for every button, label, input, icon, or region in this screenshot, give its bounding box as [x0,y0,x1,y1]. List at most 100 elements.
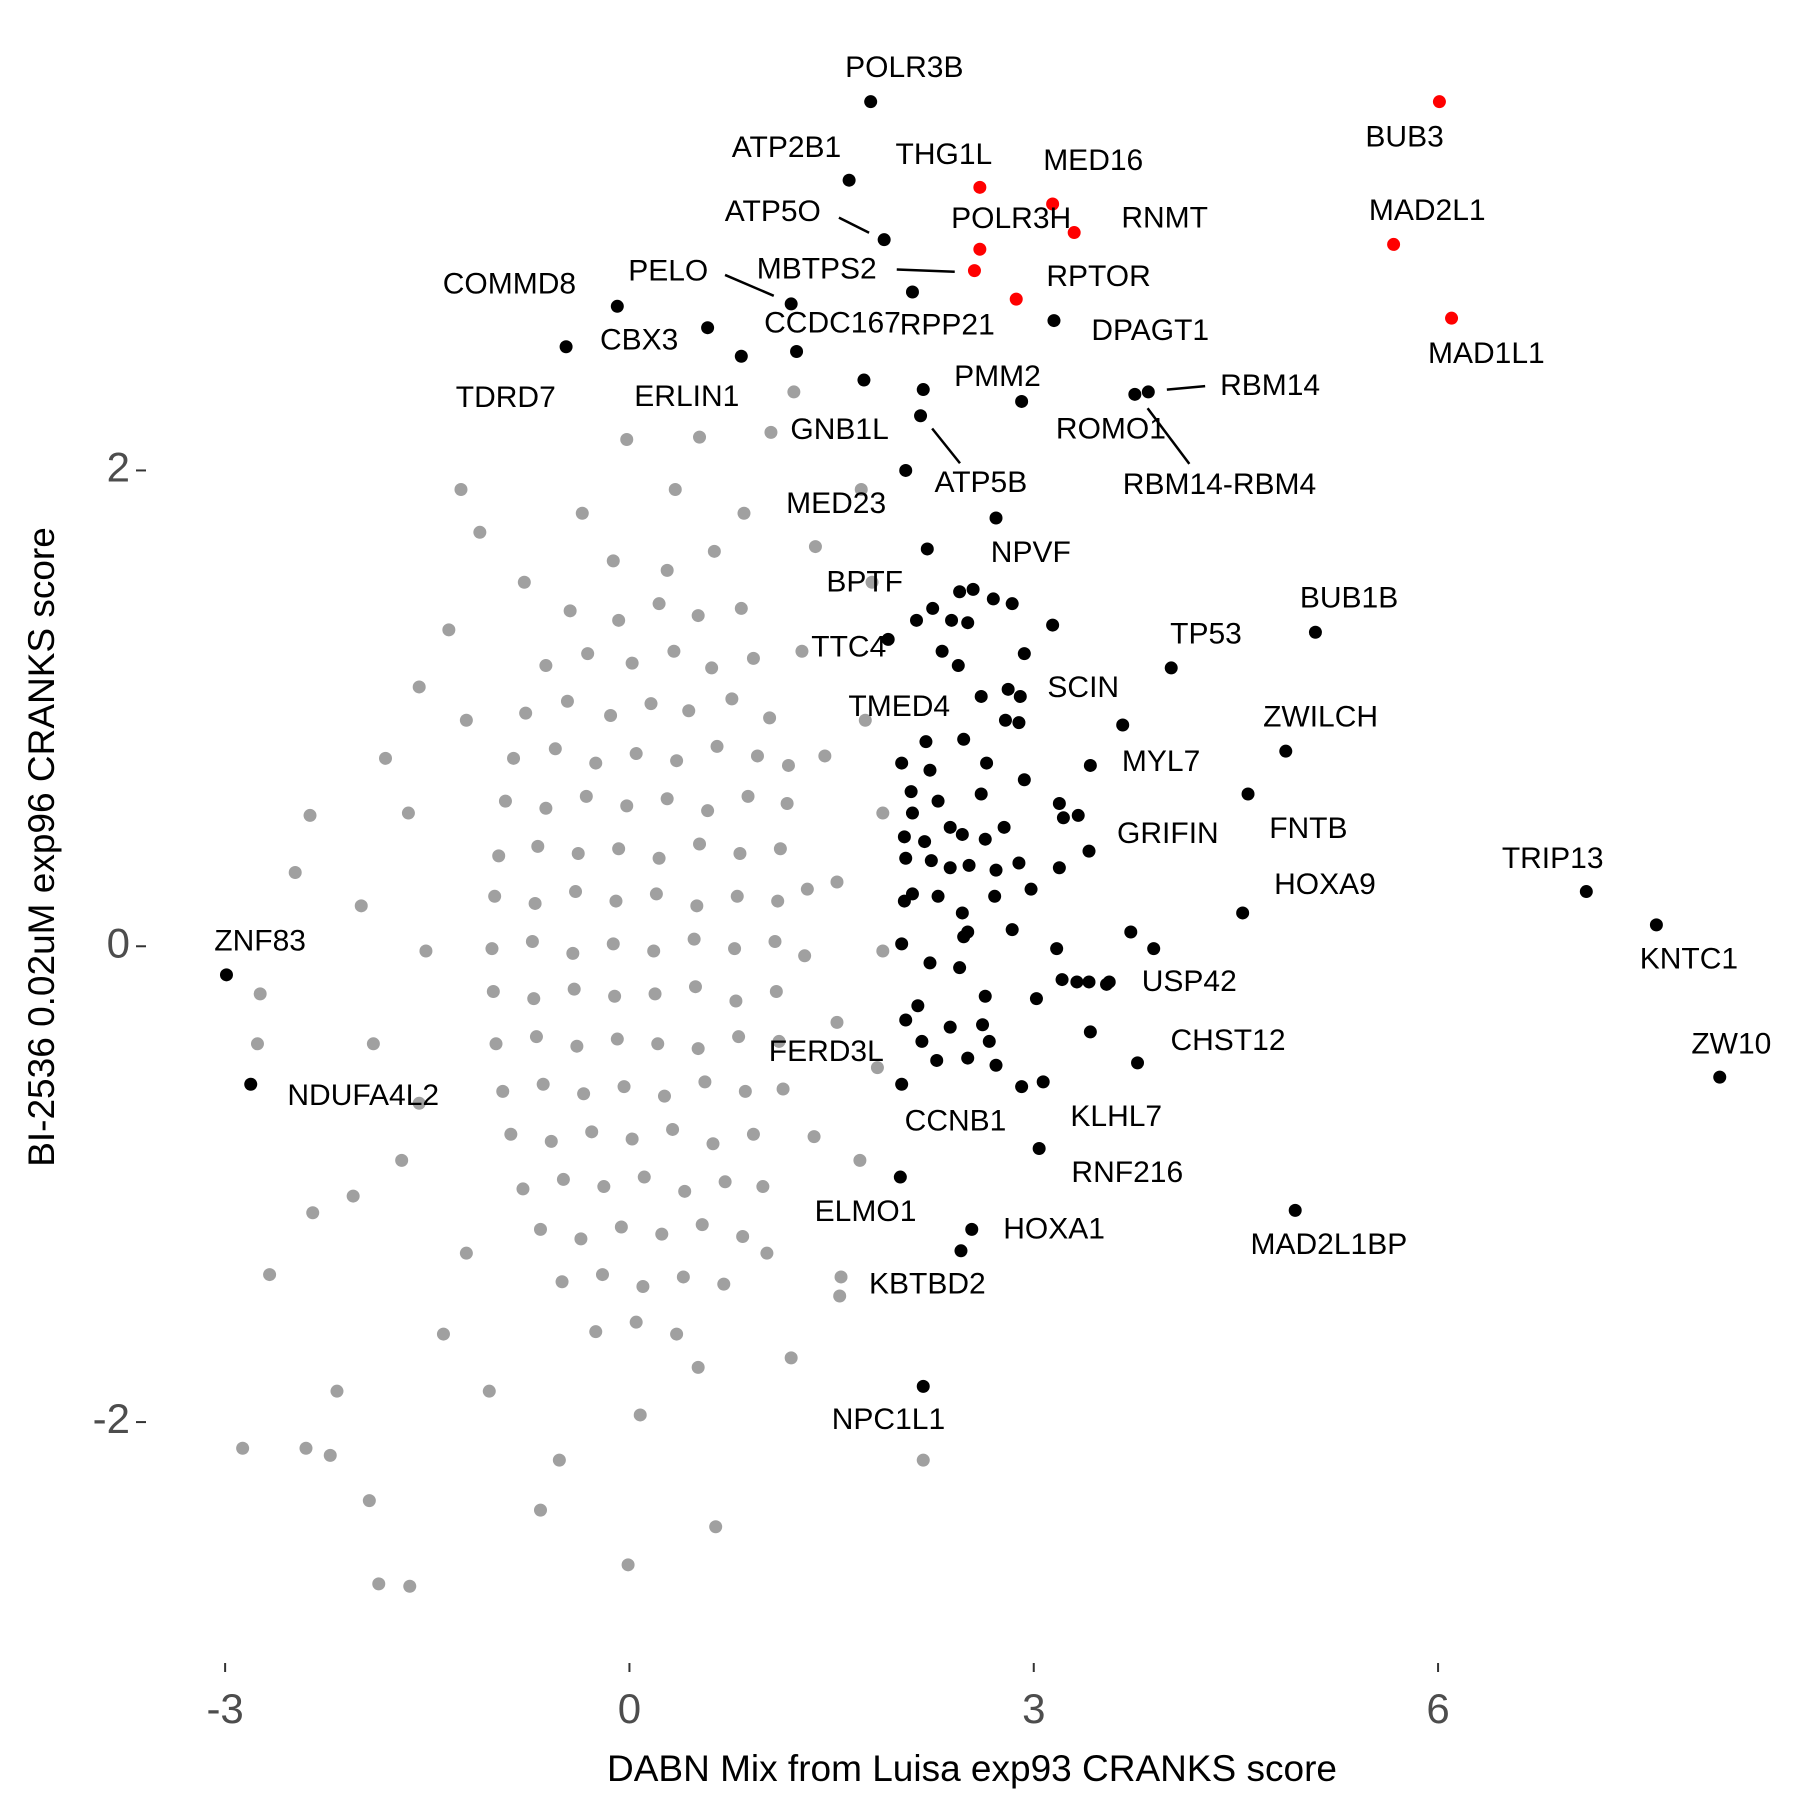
point [1013,689,1027,703]
point [698,1075,712,1089]
point-label: ATP5O [725,195,821,228]
point [533,1503,547,1517]
point [1387,237,1401,251]
point [910,613,924,627]
point [746,651,760,665]
point [608,989,622,1003]
point-label: POLR3H [951,202,1071,235]
point [728,942,742,956]
point [899,1013,913,1027]
point [899,463,913,477]
point-label: NPC1L1 [832,1403,945,1436]
point [772,1034,786,1048]
point [1046,197,1060,211]
point [597,1180,611,1194]
point [736,1230,750,1244]
point-label: ELMO1 [815,1195,917,1228]
point-label: BPTF [826,566,903,599]
point [614,1220,628,1234]
point [945,613,959,627]
point [482,1384,496,1398]
point [693,430,707,444]
x-tick-label: 6 [1426,1685,1449,1732]
point-label: HOXA1 [1003,1212,1105,1245]
point [346,1189,360,1203]
point [577,1087,591,1101]
point [769,984,783,998]
point [787,385,801,399]
point [962,858,976,872]
point [528,896,542,910]
point [676,1270,690,1284]
point [916,383,930,397]
point-label: RPTOR [1046,260,1150,293]
point [633,1408,647,1422]
point [691,1042,705,1056]
point [219,968,233,982]
point [330,1384,344,1398]
point-label: RNMT [1121,202,1208,235]
point-label: GRIFIN [1117,817,1219,850]
point [366,1037,380,1051]
point-label: MAD2L1BP [1250,1228,1407,1261]
labels-layer: POLR3B ATP2B1 ATP5O COMMD8 PELO CBX3 TDRD7 CCDC… [214,51,1771,1436]
point [1116,718,1130,732]
point [253,987,267,1001]
point [705,661,719,675]
point [695,1218,709,1232]
point [877,233,891,247]
point [899,851,913,865]
point [667,644,681,658]
point [401,806,415,820]
point [485,942,499,956]
point [725,692,739,706]
point [953,585,967,599]
point [610,299,624,313]
point [507,751,521,765]
point [784,1351,798,1365]
point [746,1127,760,1141]
point [870,1061,884,1075]
point [263,1268,277,1282]
point [737,506,751,520]
point [498,794,512,808]
point [527,992,541,1006]
point [876,806,890,820]
point-label: ZNF83 [214,924,306,957]
point [1012,856,1026,870]
point [687,932,701,946]
point [236,1441,250,1455]
point [529,1030,543,1044]
point-label: RBM14 [1220,369,1320,402]
point [931,889,945,903]
point [904,785,918,799]
point [1579,885,1593,899]
point [911,999,925,1013]
point [548,742,562,756]
point [738,1084,752,1098]
point [773,842,787,856]
point [1015,1080,1029,1094]
point [1067,226,1081,240]
point [842,173,856,187]
point [897,830,911,844]
point [419,944,433,958]
point [750,749,764,763]
point-label: RNF216 [1071,1156,1183,1189]
point [1052,861,1066,875]
point-label: CCNB1 [905,1105,1007,1138]
point [1009,292,1023,306]
leader-line [1146,407,1191,465]
point [982,1034,996,1048]
point [707,544,721,558]
point [923,763,937,777]
point [539,659,553,673]
point [978,832,992,846]
point [678,1184,692,1198]
point [516,1182,530,1196]
point [955,827,969,841]
point [706,1137,720,1151]
point [1056,811,1070,825]
point [1082,975,1096,989]
point [606,554,620,568]
